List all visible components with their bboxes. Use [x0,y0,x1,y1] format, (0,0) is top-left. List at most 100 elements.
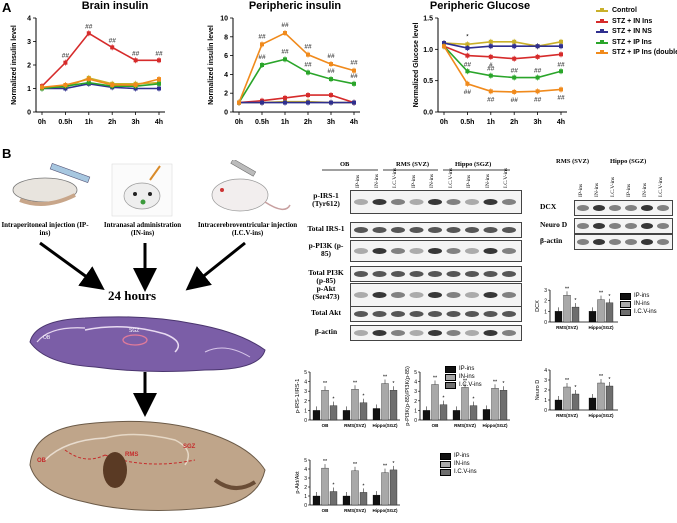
bar-category-label: OB [432,423,440,428]
bar-significance: ** [599,374,604,380]
data-point [260,42,264,47]
data-point [110,82,115,87]
blot-band [409,311,424,317]
y-tick-label: 4 [224,72,228,79]
bar-y-tick-label: 3 [304,476,307,482]
bar [312,495,321,506]
bar [372,408,381,421]
data-point [306,70,310,75]
x-tick-label: 1h [281,119,289,126]
legend-item-stz-ip-ins: STZ + IP Ins [596,38,677,49]
bar-category-label: OB [322,423,330,428]
data-point [329,62,333,67]
bar [499,390,508,421]
x-tick-label: 1h [487,119,495,126]
series-line [41,78,160,89]
blot-band [483,227,498,233]
bar [461,387,469,421]
24-hours-label: 24 hours [108,288,157,303]
blot-band [409,330,424,336]
blot-band [428,248,442,254]
panel-b-label: B [2,146,12,161]
data-point [535,44,540,49]
series-line [443,45,562,60]
significance-mark: ## [557,61,565,68]
blot-band [409,199,424,205]
legend-item-stz-ip-ins-double: STZ + IP Ins (double doses) [596,48,677,59]
data-point [535,89,540,94]
data-point [512,39,517,44]
x-tick-label: 0.5h [58,119,72,126]
bar [482,409,491,421]
blot2-band [577,239,589,245]
bar [605,302,614,323]
blot-band [372,292,387,298]
bar-legend-item: I.C.V-ins [620,308,657,316]
blot-band [446,311,461,317]
data-point [306,93,310,98]
brown-brain-sgz-label: SGZ [183,444,196,450]
significance-mark: ## [511,68,519,75]
brain-ob-label: OB [43,335,51,341]
data-point [260,63,264,67]
bar-y-tick-label: 5 [304,370,307,376]
blot2-region-rms: RMS (SVZ) [556,158,590,165]
ip-injection-label: Intraperitoneal injection (IP-ins) [1,221,89,237]
bar-significance: * [502,381,505,387]
bar-legend-item: I.C.V-ins [445,381,482,389]
bar-y-tick-label: 0 [544,320,547,326]
blot-band [502,311,516,317]
data-point [237,100,241,105]
data-point [283,31,287,36]
brown-brain-ob-label: OB [37,458,47,464]
bar [329,491,338,506]
significance-mark: ## [281,22,289,29]
blot2-band [609,239,621,245]
icv-injection-illustration [211,160,291,212]
blot-band [391,292,405,298]
bar-legend-2: IP-ins IN-ins I.C.V-ins [440,452,477,476]
significance-mark: ## [304,62,312,69]
bar [439,404,448,421]
blot-region-lines [322,169,510,171]
x-tick-label: 0h [38,119,46,126]
bar-significance: ** [353,462,358,468]
bar-significance: ** [383,464,388,470]
data-point [559,44,563,49]
bar-y-tick-label: 1 [304,494,307,500]
significance-mark: ## [327,53,335,60]
blot-band [354,227,368,233]
bar-y-tick-label: 5 [304,458,307,464]
blot-band [502,199,516,205]
bar [588,397,597,411]
bar-y-tick-label: 2 [304,399,307,405]
bar-significance: ** [353,380,358,386]
blot-band [391,248,405,254]
panel-a-label: A [2,0,12,15]
bar-legend-item: IN-ins [620,300,657,308]
x-tick-label: 1h [85,119,93,126]
blot2-row-label: Neuro D [540,220,568,229]
blot-band [446,227,461,233]
bar-category-label: Hippo(SGZ) [589,325,614,330]
bar-significance: * [392,381,395,387]
blot-row-label: Total IRS-1 [307,224,345,233]
bar [351,389,359,421]
in-administration-label: Intranasal administration (IN-ins) [103,221,182,237]
significance-mark: ## [557,94,565,101]
x-tick-label: 2h [108,119,116,126]
bar [491,388,499,421]
significance-mark: # [489,62,493,69]
x-tick-label: 4h [350,119,358,126]
data-point [133,82,138,87]
blot2-band-row [574,200,673,216]
bar-y-tick-label: 5 [414,370,417,376]
bar [381,472,389,506]
bar [321,467,329,506]
series-line [443,42,561,49]
blot-band [483,199,498,205]
